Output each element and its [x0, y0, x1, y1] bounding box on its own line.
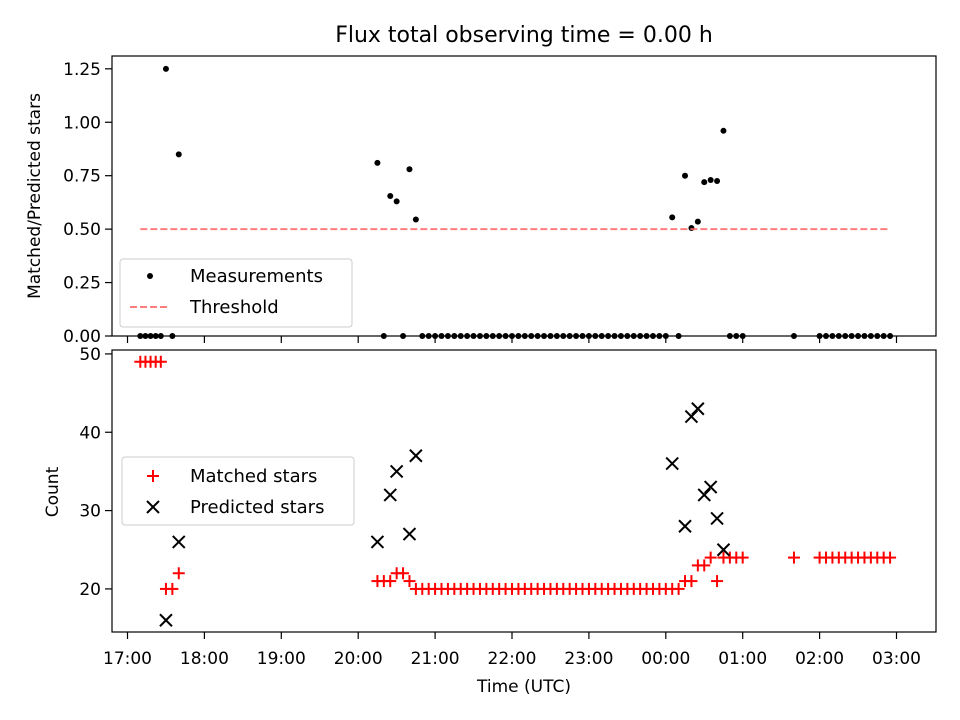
- matched-star-point: [672, 582, 685, 595]
- predicted-star-point: [697, 488, 711, 502]
- x-tick-label: 00:00: [641, 649, 690, 669]
- y-tick-label: 0.00: [63, 327, 101, 347]
- top-y-axis-label: Matched/Predicted stars: [25, 93, 45, 299]
- y-tick-label: 1.00: [63, 113, 101, 133]
- top-panel: 0.00 0.25 0.50 0.75 1.00 1.25 Matched/Predict…: [25, 55, 937, 347]
- matched-star-point: [172, 567, 185, 580]
- matched-star-point: [736, 551, 749, 564]
- matched-star-point: [397, 567, 410, 580]
- predicted-star-point: [678, 519, 692, 533]
- predicted-star-point: [684, 409, 699, 424]
- bottom-legend-box: [121, 456, 355, 526]
- legend-threshold-label: Threshold: [189, 297, 279, 318]
- y-tick-label: 20: [79, 580, 101, 600]
- legend-predicted-marker: [146, 500, 160, 514]
- measurement-point: [387, 193, 394, 199]
- measurement-point: [682, 172, 689, 179]
- top-series: [137, 65, 894, 339]
- matched-star-point: [403, 575, 416, 588]
- bottom-legend: Matched stars Predicted stars: [121, 456, 355, 526]
- top-y-ticks: 0.00 0.25 0.50 0.75 1.00 1.25: [63, 60, 112, 347]
- predicted-star-point: [703, 480, 718, 494]
- x-tick-label: 19:00: [257, 649, 306, 669]
- matched-star-point: [154, 355, 167, 368]
- matched-star-point: [685, 575, 698, 588]
- predicted-star-point: [409, 449, 423, 463]
- predicted-star-point: [370, 535, 385, 549]
- predicted-star-point: [172, 535, 186, 549]
- bottom-plot-frame: [111, 349, 937, 633]
- legend-predicted-label: Predicted stars: [190, 497, 324, 518]
- matched-star-point: [787, 551, 800, 564]
- predicted-star-point: [691, 402, 705, 416]
- measurement-point: [694, 218, 701, 225]
- measurement-point: [175, 151, 182, 158]
- predicted-star-point: [402, 527, 417, 541]
- legend-matched-marker: [147, 470, 159, 482]
- measurement-point: [393, 198, 400, 205]
- predicted-star-point: [716, 543, 731, 557]
- matched-star-point: [711, 575, 724, 588]
- x-tick-label: 23:00: [564, 649, 613, 669]
- y-tick-label: 30: [79, 502, 101, 522]
- predicted-star-point: [383, 488, 397, 502]
- x-axis-label: Time (UTC): [476, 677, 571, 697]
- measurement-point: [669, 214, 676, 221]
- legend-measurements-marker: [147, 273, 153, 279]
- bottom-x-ticks: 17:00 18:00 19:00 20:00 21:00 22:00 23:00 00:00…: [103, 632, 921, 669]
- y-tick-label: 0.50: [63, 220, 101, 240]
- chart-title: Flux total observing time = 0.00 h: [335, 23, 713, 48]
- x-tick-label: 17:00: [103, 649, 152, 669]
- y-tick-label: 50: [79, 345, 101, 365]
- matched-star-point: [698, 559, 711, 572]
- x-tick-label: 01:00: [718, 649, 767, 669]
- matched-star-point: [166, 582, 179, 595]
- y-tick-label: 1.25: [63, 60, 101, 80]
- measurement-point: [406, 166, 413, 173]
- bottom-panel: 20 30 40 50 17:00 18:00 19:00 20:00 21:00 22:00 2…: [43, 345, 937, 697]
- measurement-point: [412, 216, 419, 223]
- predicted-star-point: [389, 464, 404, 479]
- matched-star-point: [704, 551, 717, 564]
- measurement-point: [374, 159, 381, 166]
- measurement-point: [688, 225, 695, 232]
- top-legend-box: [119, 258, 353, 328]
- matched-star-point: [884, 551, 897, 564]
- measurement-point: [720, 127, 727, 134]
- y-tick-label: 40: [79, 423, 101, 443]
- x-tick-label: 20:00: [334, 649, 383, 669]
- predicted-star-point: [159, 613, 173, 627]
- measurement-point: [714, 178, 721, 185]
- top-plot-frame: [111, 55, 937, 337]
- x-tick-label: 18:00: [180, 649, 229, 669]
- predicted-star-point: [710, 511, 724, 526]
- legend-measurements-label: Measurements: [190, 266, 323, 287]
- legend-matched-label: Matched stars: [190, 466, 317, 487]
- bottom-y-ticks: 20 30 40 50: [79, 345, 112, 600]
- x-tick-label: 02:00: [795, 649, 844, 669]
- matched-star-point: [384, 575, 397, 588]
- y-tick-label: 0.25: [63, 274, 101, 294]
- bottom-y-axis-label: Count: [43, 466, 63, 517]
- measurement-point: [701, 179, 708, 186]
- x-tick-label: 03:00: [872, 649, 921, 669]
- y-tick-label: 0.75: [63, 167, 101, 187]
- measurement-point: [707, 176, 714, 183]
- x-tick-label: 22:00: [488, 649, 537, 669]
- predicted-star-point: [665, 456, 679, 471]
- top-legend: Measurements Threshold: [119, 258, 353, 328]
- x-tick-label: 21:00: [411, 649, 460, 669]
- bottom-series: [134, 355, 897, 627]
- measurement-point: [162, 65, 169, 72]
